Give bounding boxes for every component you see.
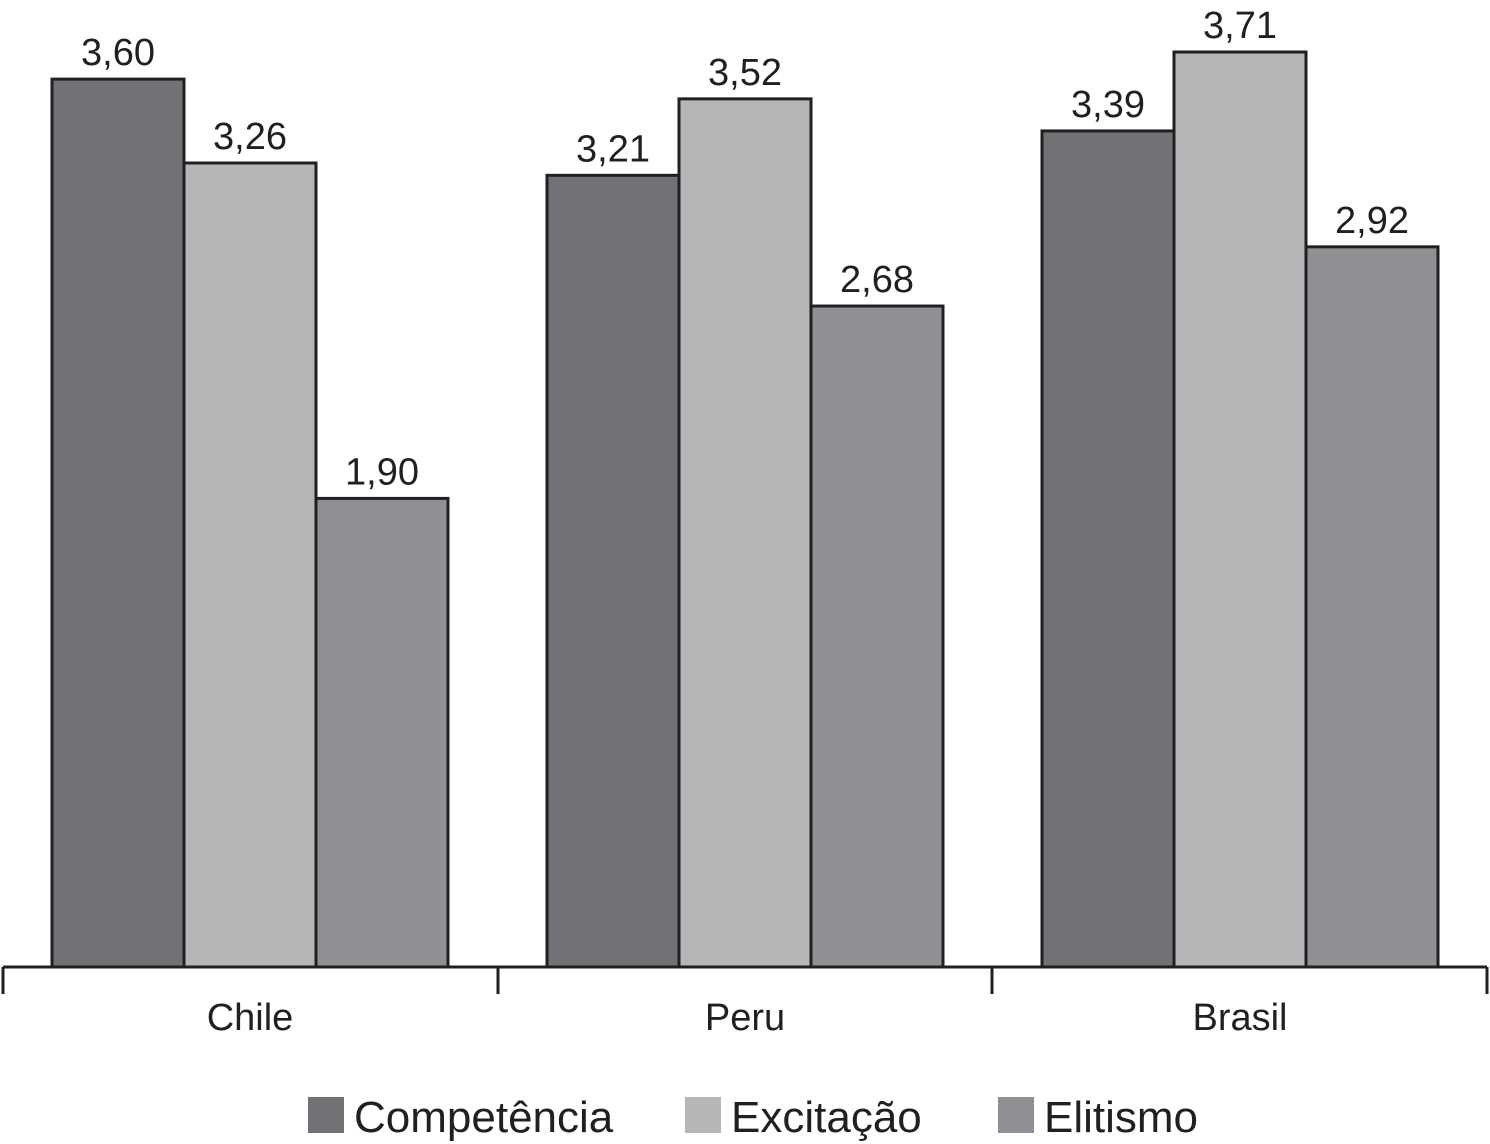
bar-brasil-elitismo [1304, 245, 1440, 969]
x-tick-label-peru: Peru [705, 997, 785, 1039]
bar-chile-excitacao [182, 161, 318, 969]
legend-label-competencia: Competência [354, 1093, 614, 1142]
value-label-peru-competencia: 3,21 [576, 128, 650, 170]
value-label-brasil-excitacao: 3,71 [1203, 5, 1277, 47]
value-label-chile-competencia: 3,60 [81, 32, 155, 74]
value-labels-group: 3,60 3,26 1,90 3,21 3,52 2,68 3,39 3,71 2,92 [81, 5, 1409, 493]
bar-peru-elitismo [809, 304, 945, 969]
bar-peru-competencia [545, 173, 681, 969]
value-label-peru-elitismo: 2,68 [840, 259, 914, 301]
bar-chile-elitismo [314, 496, 450, 969]
x-axis: Chile Peru Brasil [1, 965, 1489, 1039]
value-label-brasil-competencia: 3,39 [1071, 84, 1145, 126]
x-tick-label-chile: Chile [207, 997, 294, 1039]
legend: Competência Excitação Elitismo [308, 1093, 1198, 1142]
x-axis-line [1, 965, 1489, 994]
legend-swatch-excitacao [685, 1097, 721, 1133]
x-tick-label-brasil: Brasil [1192, 997, 1287, 1039]
legend-label-excitacao: Excitação [731, 1093, 922, 1142]
bar-peru-excitacao [677, 97, 813, 969]
legend-label-elitismo: Elitismo [1044, 1093, 1198, 1142]
bar-brasil-excitacao [1172, 50, 1308, 969]
bar-chile-competencia [50, 77, 186, 969]
value-label-peru-excitacao: 3,52 [708, 52, 782, 94]
legend-swatch-competencia [308, 1097, 344, 1133]
bar-brasil-competencia [1040, 129, 1176, 969]
bars-group [50, 50, 1440, 969]
value-label-chile-elitismo: 1,90 [345, 451, 419, 493]
value-label-chile-excitacao: 3,26 [213, 116, 287, 158]
value-label-brasil-elitismo: 2,92 [1335, 200, 1409, 242]
legend-swatch-elitismo [998, 1097, 1034, 1133]
